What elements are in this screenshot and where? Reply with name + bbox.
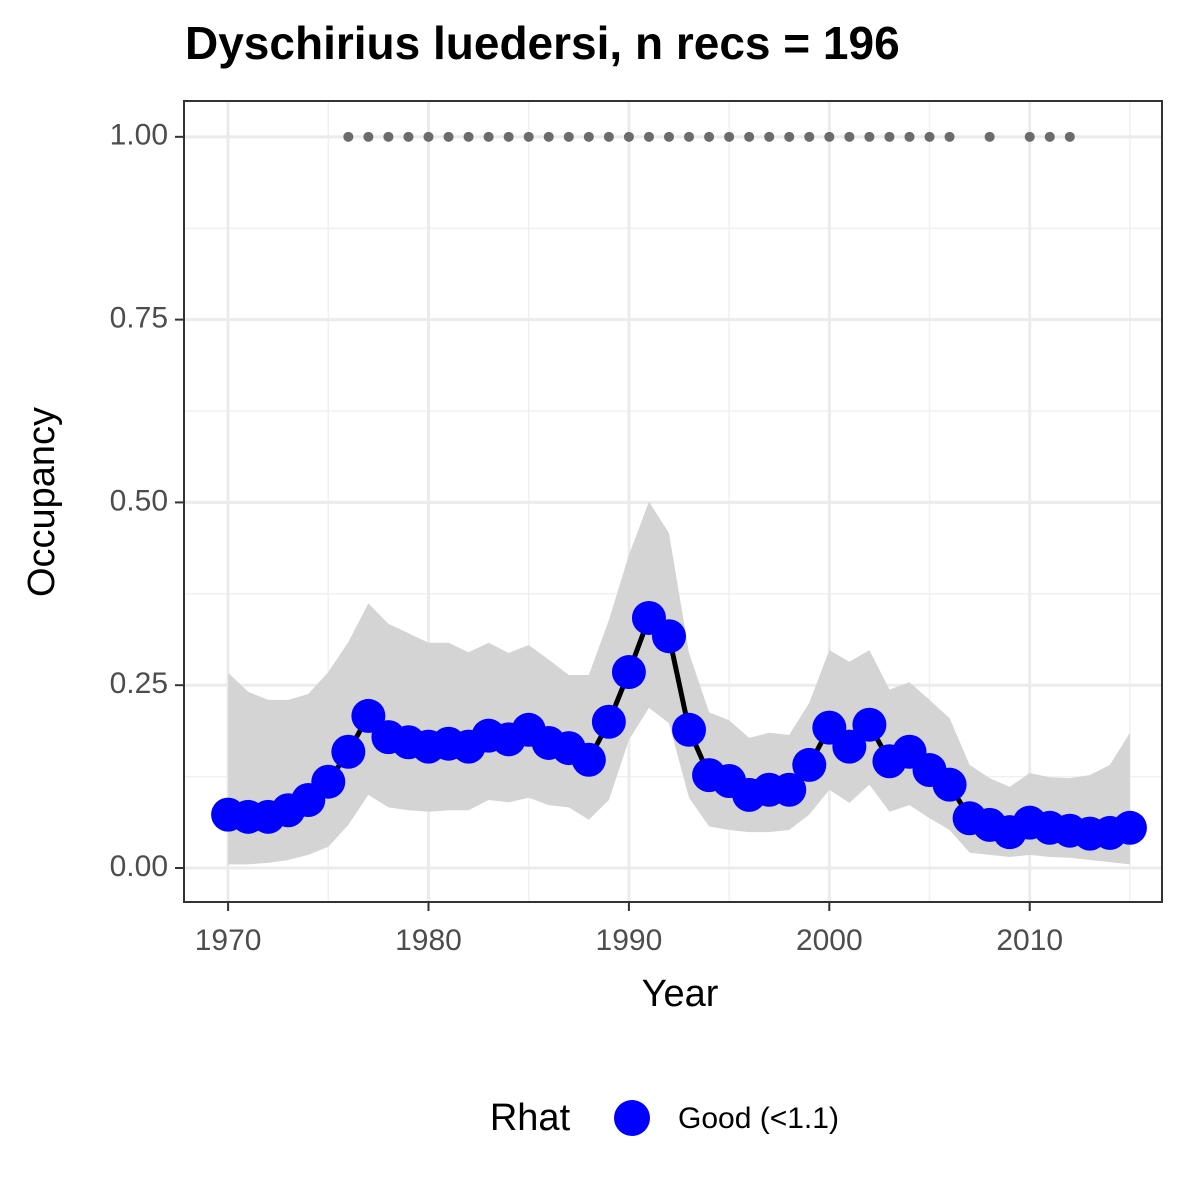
record-dot (663, 131, 674, 142)
record-dot (944, 131, 955, 142)
record-dot (443, 131, 454, 142)
data-point (792, 747, 827, 782)
record-dot (784, 131, 795, 142)
data-point (1112, 810, 1147, 845)
record-dot (1064, 131, 1075, 142)
record-dot (363, 131, 374, 142)
record-dot (904, 131, 915, 142)
y-tick-label: 0.75 (110, 302, 168, 335)
data-point (852, 707, 887, 742)
legend-title: Rhat (490, 1097, 571, 1139)
record-dot (563, 131, 574, 142)
record-dot (984, 131, 995, 142)
data-point (571, 742, 606, 777)
data-point (351, 698, 386, 733)
record-dot (503, 131, 514, 142)
record-dot (764, 131, 775, 142)
record-dot (623, 131, 634, 142)
y-tick-label: 1.00 (110, 119, 168, 152)
record-dot (804, 131, 815, 142)
plot-border (183, 100, 1163, 903)
record-dot (864, 131, 875, 142)
record-dot (1024, 131, 1035, 142)
record-dot (824, 131, 835, 142)
record-dot (643, 131, 654, 142)
data-point (772, 772, 807, 807)
x-tick-label: 1970 (195, 924, 262, 957)
y-tick-label: 0.25 (110, 667, 168, 700)
data-point (311, 764, 346, 799)
record-dot (603, 131, 614, 142)
data-point (832, 729, 867, 764)
record-dot (684, 131, 695, 142)
data-point (651, 619, 686, 654)
record-dot (924, 131, 935, 142)
record-dot (383, 131, 394, 142)
record-dot (483, 131, 494, 142)
record-dot (884, 131, 895, 142)
y-tick-label: 0.50 (110, 484, 168, 517)
x-tick-label: 2000 (796, 924, 863, 957)
legend-swatch (614, 1100, 650, 1136)
record-dot (724, 131, 735, 142)
x-tick-label: 2010 (996, 924, 1063, 957)
x-tick-label: 1990 (596, 924, 663, 957)
data-point (932, 767, 967, 802)
record-dot (744, 131, 755, 142)
chart-title: Dyschirius luedersi, n recs = 196 (185, 17, 900, 69)
record-dot (423, 131, 434, 142)
record-dot (704, 131, 715, 142)
data-point (331, 734, 366, 769)
record-dot (523, 131, 534, 142)
data-point (591, 704, 626, 739)
data-point (611, 655, 646, 690)
record-dot (583, 131, 594, 142)
legend-label: Good (<1.1) (678, 1102, 839, 1135)
y-axis-label: Occupancy (21, 407, 63, 597)
record-dot (1044, 131, 1055, 142)
record-dot (403, 131, 414, 142)
record-dot (343, 131, 354, 142)
record-dot (543, 131, 554, 142)
record-dot (463, 131, 474, 142)
record-dot (844, 131, 855, 142)
x-tick-label: 1980 (395, 924, 462, 957)
x-axis-label: Year (642, 973, 719, 1015)
data-point (672, 712, 707, 747)
y-tick-label: 0.00 (110, 850, 168, 883)
